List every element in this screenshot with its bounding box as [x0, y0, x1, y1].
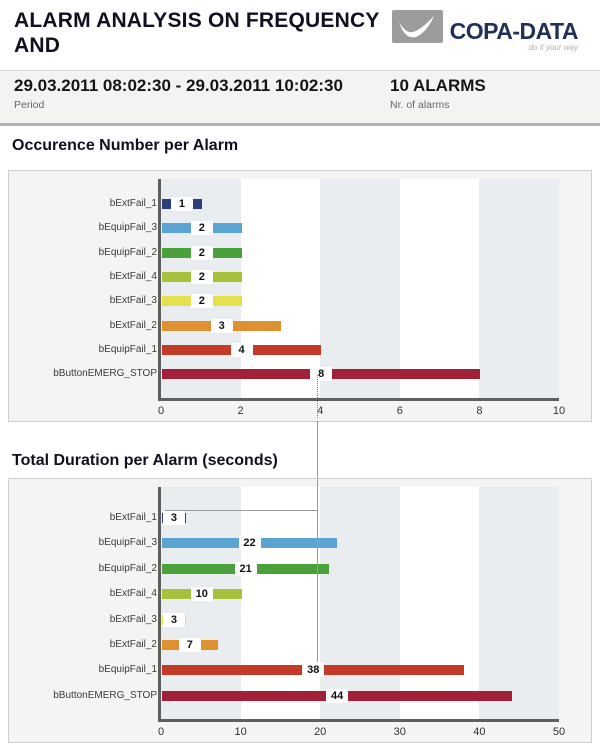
drilldown-connector-horizontal [165, 510, 317, 511]
x-tick-label: 6 [396, 405, 403, 417]
category-label: bExtFail_1 [109, 512, 157, 523]
copa-data-logo-icon [392, 10, 443, 43]
x-tick-label: 10 [552, 405, 566, 417]
x-tick-label: 0 [157, 405, 165, 417]
x-axis-line [158, 719, 559, 722]
plot-band [161, 179, 241, 398]
plot-band [479, 487, 559, 719]
summary-strip: 29.03.2011 08:02:30 - 29.03.2011 10:02:3… [0, 71, 600, 123]
plot-band [479, 179, 559, 398]
category-label: bExtFail_2 [109, 319, 157, 331]
category-label: bButtonEMERG_STOP [53, 689, 157, 701]
bar-value-label: 44 [326, 688, 349, 703]
category-label: bExtFail_1 [109, 198, 157, 209]
brand-tagline: do it your way [528, 43, 578, 52]
brand-wordmark: COPA-DATA [449, 18, 579, 44]
plot-band [240, 179, 321, 398]
x-tick-label: 4 [317, 405, 324, 417]
bar-value-label: 7 [178, 638, 201, 652]
category-label: bEquipFail_1 [98, 343, 157, 355]
duration-chart-panel: bExtFail_1 3 bEquipFail_3 22 bEquipFail_2 21 b… [8, 478, 592, 743]
x-tick-label: 40 [473, 726, 486, 738]
x-tick-label: 50 [552, 726, 566, 738]
bar-value-label: 21 [234, 561, 257, 576]
bar-value-label: 3 [162, 511, 185, 525]
category-label: bExtFail_3 [109, 295, 157, 307]
period-value: 29.03.2011 08:02:30 - 29.03.2011 10:02:3… [14, 76, 343, 95]
plot-band [399, 179, 480, 398]
category-label: bEquipFail_2 [98, 246, 157, 258]
duration-chart-title: Total Duration per Alarm (seconds) [12, 452, 278, 469]
category-label: bExtFail_2 [109, 639, 157, 650]
y-axis-line [158, 179, 161, 398]
occurrence-chart-panel: bExtFail_1 1 bEquipFail_3 2 bEquipFail_2 2 bEx… [8, 170, 592, 422]
summary-divider [0, 123, 600, 126]
category-label: bExtFail_4 [109, 270, 157, 282]
category-label: bEquipFail_1 [98, 664, 157, 676]
bar-value-label: 2 [190, 269, 213, 284]
page-title: ALARM ANALYSIS ON FREQUENCY AND [14, 9, 380, 58]
period-label: Period [14, 99, 45, 111]
plot-band [320, 487, 400, 719]
y-axis-line [158, 487, 161, 719]
alarm-count-value: 10 ALARMS [390, 76, 486, 95]
header-divider [0, 70, 600, 71]
x-tick-label: 2 [237, 405, 244, 417]
x-tick-label: 10 [234, 726, 247, 738]
category-label: bExtFail_3 [109, 613, 157, 625]
plot-band [161, 487, 241, 719]
drilldown-connector-vertical-lower [317, 479, 318, 662]
alarm-count-label: Nr. of alarms [390, 99, 450, 111]
plot-band [399, 487, 480, 719]
bar-value-label: 8 [310, 367, 333, 382]
bar-value-label: 2 [190, 221, 213, 236]
category-label: bButtonEMERG_STOP [53, 368, 157, 380]
bar-value-label: 3 [162, 612, 185, 627]
x-tick-label: 0 [157, 726, 165, 738]
x-axis-line [158, 398, 559, 401]
bar-value-label: 1 [170, 197, 193, 211]
bar-value-label: 10 [190, 587, 213, 602]
drilldown-connector-vertical [317, 421, 318, 478]
category-label: bExtFail_4 [109, 588, 157, 600]
plot-band [240, 487, 321, 719]
x-tick-label: 8 [476, 405, 483, 417]
bar-value-label: 38 [302, 663, 325, 678]
drilldown-connector-dotted [317, 375, 318, 418]
bar-value-label: 2 [190, 294, 213, 309]
bar-value-label: 4 [230, 342, 253, 357]
x-tick-label: 20 [314, 726, 327, 738]
bar-value-label: 3 [210, 318, 233, 333]
x-tick-label: 30 [393, 726, 406, 738]
bar-value-label: 2 [190, 245, 213, 260]
occurrence-chart-title: Occurence Number per Alarm [12, 137, 239, 154]
category-label: bEquipFail_3 [98, 537, 157, 549]
category-label: bEquipFail_3 [98, 222, 157, 234]
bar-value-label: 22 [238, 536, 261, 551]
plot-band [320, 179, 400, 398]
category-label: bEquipFail_2 [98, 562, 157, 574]
